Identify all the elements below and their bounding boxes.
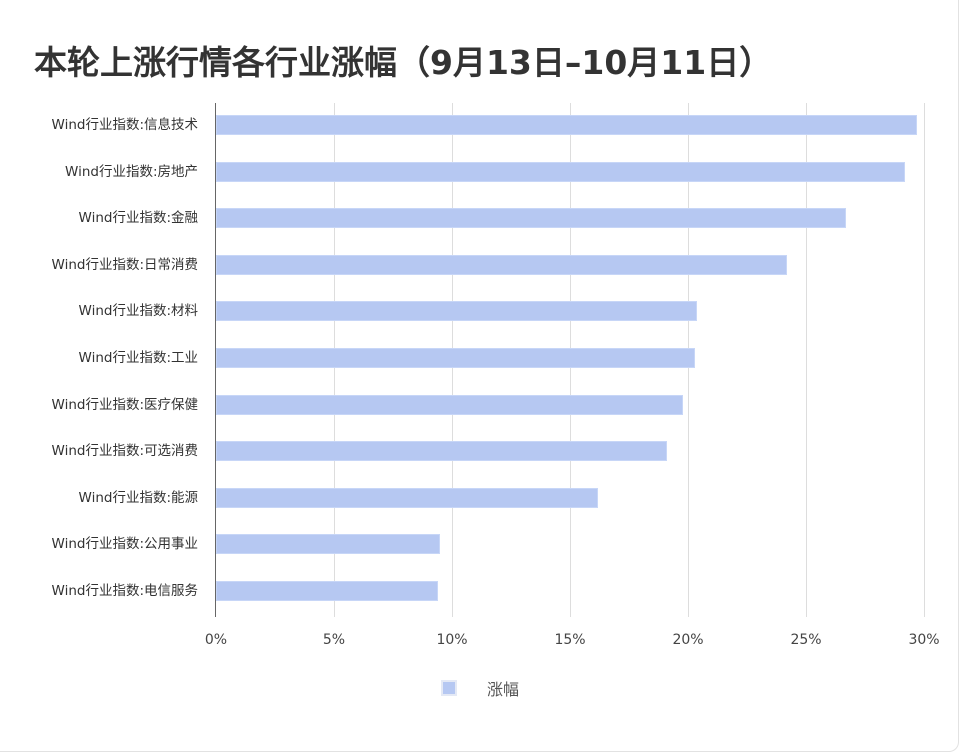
bar[interactable] — [216, 395, 683, 415]
bar[interactable] — [216, 488, 598, 508]
gridline — [806, 103, 807, 617]
x-tick-label: 5% — [322, 632, 346, 648]
bar[interactable] — [216, 208, 846, 228]
chart-title: 本轮上涨行情各行业涨幅（9月13日–10月11日） — [34, 43, 773, 82]
bar[interactable] — [216, 534, 440, 554]
y-axis-line — [215, 103, 216, 617]
bar[interactable] — [216, 162, 905, 182]
x-tick-label: 25% — [790, 632, 822, 648]
bar[interactable] — [216, 581, 438, 601]
category-label: Wind行业指数:可选消费 — [51, 443, 198, 459]
category-label: Wind行业指数:医疗保健 — [51, 397, 198, 413]
bar[interactable] — [216, 255, 787, 275]
bar[interactable] — [216, 115, 917, 135]
x-tick-label: 30% — [908, 632, 940, 648]
category-label: Wind行业指数:公用事业 — [51, 536, 198, 552]
gridline — [924, 103, 925, 617]
x-tick-label: 0% — [204, 632, 228, 648]
category-label: Wind行业指数:工业 — [78, 350, 198, 366]
category-label: Wind行业指数:能源 — [78, 490, 198, 506]
legend-swatch — [441, 680, 457, 696]
x-tick-label: 15% — [554, 632, 586, 648]
legend[interactable]: 涨幅 — [441, 676, 519, 700]
bar[interactable] — [216, 301, 697, 321]
category-label: Wind行业指数:信息技术 — [51, 117, 198, 133]
bar[interactable] — [216, 348, 695, 368]
category-label: Wind行业指数:日常消费 — [51, 257, 198, 273]
legend-label: 涨幅 — [487, 680, 520, 699]
x-tick-label: 10% — [436, 632, 468, 648]
category-label: Wind行业指数:电信服务 — [51, 583, 198, 599]
x-tick-label: 20% — [672, 632, 704, 648]
category-label: Wind行业指数:材料 — [78, 303, 198, 319]
category-label: Wind行业指数:金融 — [78, 210, 198, 226]
bar[interactable] — [216, 441, 667, 461]
category-label: Wind行业指数:房地产 — [65, 164, 198, 180]
